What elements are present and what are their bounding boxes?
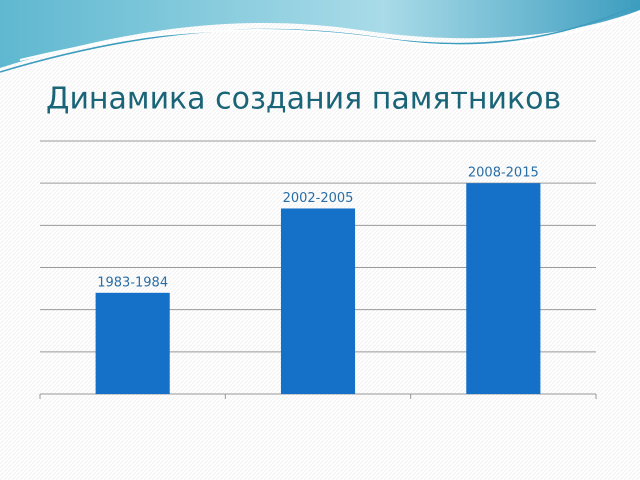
bar <box>95 292 170 394</box>
bar-label: 2008-2015 <box>468 166 539 181</box>
chart-title: Динамика создания памятников <box>46 82 561 117</box>
bar-label: 2002-2005 <box>283 191 354 206</box>
header-wave <box>0 0 640 68</box>
bar <box>466 183 541 394</box>
wave-line <box>19 11 640 61</box>
bar-label: 1983-1984 <box>97 275 168 290</box>
bar <box>280 208 356 394</box>
